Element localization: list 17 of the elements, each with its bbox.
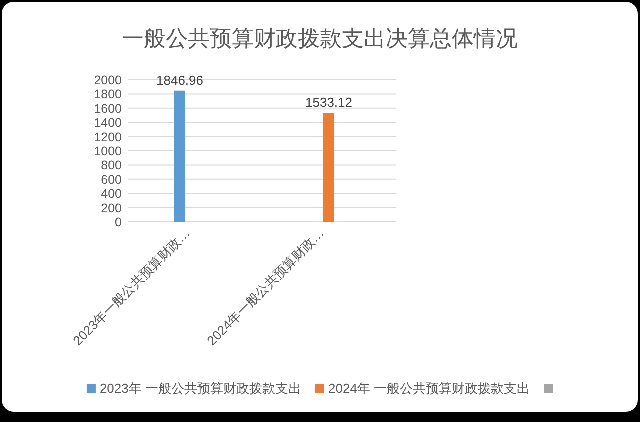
y-tick-label: 1400 xyxy=(94,116,122,130)
y-tick-label: 1800 xyxy=(94,88,122,102)
y-tick-label: 1600 xyxy=(94,102,122,116)
legend-label: 2023年 一般公共预算财政拨款支出 xyxy=(100,381,302,396)
y-tick-label: 600 xyxy=(101,172,122,187)
y-tick-label: 200 xyxy=(101,201,122,216)
data-label: 1846.96 xyxy=(156,72,204,88)
legend-label: 2024年 一般公共预算财政拨款支出 xyxy=(328,381,530,396)
y-tick-label: 1200 xyxy=(94,130,122,144)
y-tick-label: 2000 xyxy=(94,74,122,88)
y-tick-label: 1000 xyxy=(94,144,122,158)
legend: 2023年 一般公共预算财政拨款支出 2024年 一般公共预算财政拨款支出 xyxy=(86,381,554,396)
y-tick-label: 800 xyxy=(101,158,122,173)
data-label: 1533.12 xyxy=(306,95,352,110)
y-tick-label: 0 xyxy=(115,216,122,230)
chart-title: 一般公共预算财政拨款支出决算总体情况 xyxy=(122,26,518,51)
y-tick-label: 400 xyxy=(101,187,122,202)
